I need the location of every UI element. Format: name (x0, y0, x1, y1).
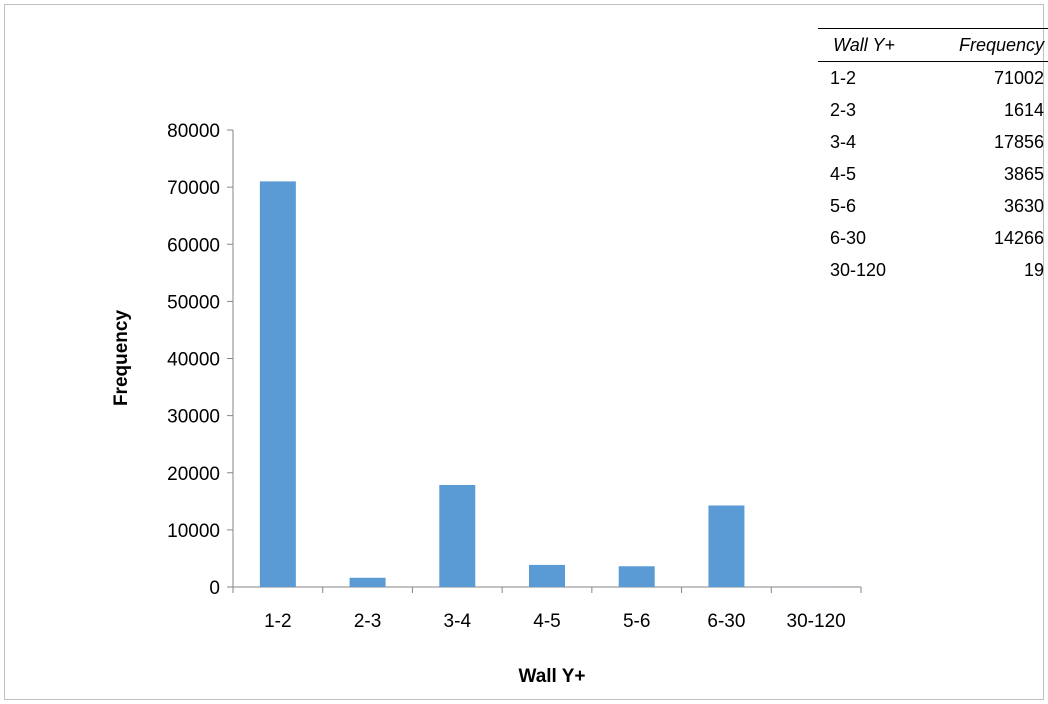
chart-frame (4, 4, 1044, 700)
y-tick-label: 80000 (167, 121, 220, 142)
bar-4-5 (529, 564, 565, 587)
x-tick-label: 2-3 (354, 611, 381, 632)
bar-2-3 (349, 577, 386, 587)
table-cell-range: 5-6 (830, 195, 857, 216)
x-tick-label: 6-30 (707, 611, 745, 632)
table-row: 2-3 1614 (818, 94, 1048, 126)
bars (259, 181, 835, 588)
y-axis-title: Frequency (111, 310, 132, 407)
y-tick-label: 0 (209, 578, 220, 599)
table-row: 6-30 14266 (818, 222, 1048, 254)
table-header-frequency: Frequency (910, 28, 1048, 62)
table-cell-range: 30-120 (830, 259, 887, 280)
bar-6-30 (708, 505, 745, 587)
table-cell-frequency: 3630 (1003, 195, 1044, 216)
table-cell-range: 2-3 (830, 99, 857, 120)
y-tick-label: 20000 (167, 464, 220, 485)
table-header-row: Wall Y+ Frequency (818, 28, 1048, 62)
y-tick-label: 60000 (167, 235, 220, 256)
x-tick-label: 4-5 (533, 611, 560, 632)
table-cell-frequency: 19 (1023, 259, 1044, 280)
table-row: 5-6 3630 (818, 190, 1048, 222)
y-tick-label: 40000 (167, 350, 220, 371)
table-header-wall-y: Wall Y+ (818, 28, 910, 62)
y-axis: 0 10000 20000 30000 40000 50000 60000 70000 8000… (167, 121, 234, 599)
table-cell-range: 1-2 (830, 67, 857, 88)
table-cell-range: 6-30 (830, 227, 867, 248)
x-tick-label: 1-2 (264, 611, 291, 632)
y-tick-label: 70000 (167, 178, 220, 199)
x-tick-label: 30-120 (787, 611, 846, 632)
table-row: 1-2 71002 (818, 62, 1048, 95)
frequency-table: Wall Y+ Frequency 1-2 71002 2-3 1614 3-4… (818, 28, 1048, 286)
x-axis-title: Wall Y+ (518, 666, 585, 687)
bar-1-2 (259, 181, 296, 588)
table-cell-frequency: 14266 (993, 227, 1044, 248)
table-cell-frequency: 1614 (1003, 99, 1044, 120)
x-axis: 1-2 2-3 3-4 4-5 5-6 6-30 30-120 (232, 586, 862, 632)
table-cell-frequency: 71002 (993, 67, 1044, 88)
y-tick-label: 30000 (167, 407, 220, 428)
table-row: 30-120 19 (818, 254, 1048, 286)
table-row: 3-4 17856 (818, 126, 1048, 158)
y-tick-label: 50000 (167, 292, 220, 313)
table-cell-range: 3-4 (830, 131, 857, 152)
bar-3-4 (439, 484, 476, 587)
table-row: 4-5 3865 (818, 158, 1048, 190)
table-cell-frequency: 3865 (1003, 163, 1044, 184)
x-tick-label: 5-6 (623, 611, 650, 632)
table-cell-range: 4-5 (830, 163, 857, 184)
table-cell-frequency: 17856 (993, 131, 1044, 152)
y-tick-label: 10000 (167, 521, 220, 542)
bar-5-6 (618, 566, 655, 587)
x-tick-label: 3-4 (444, 611, 472, 632)
